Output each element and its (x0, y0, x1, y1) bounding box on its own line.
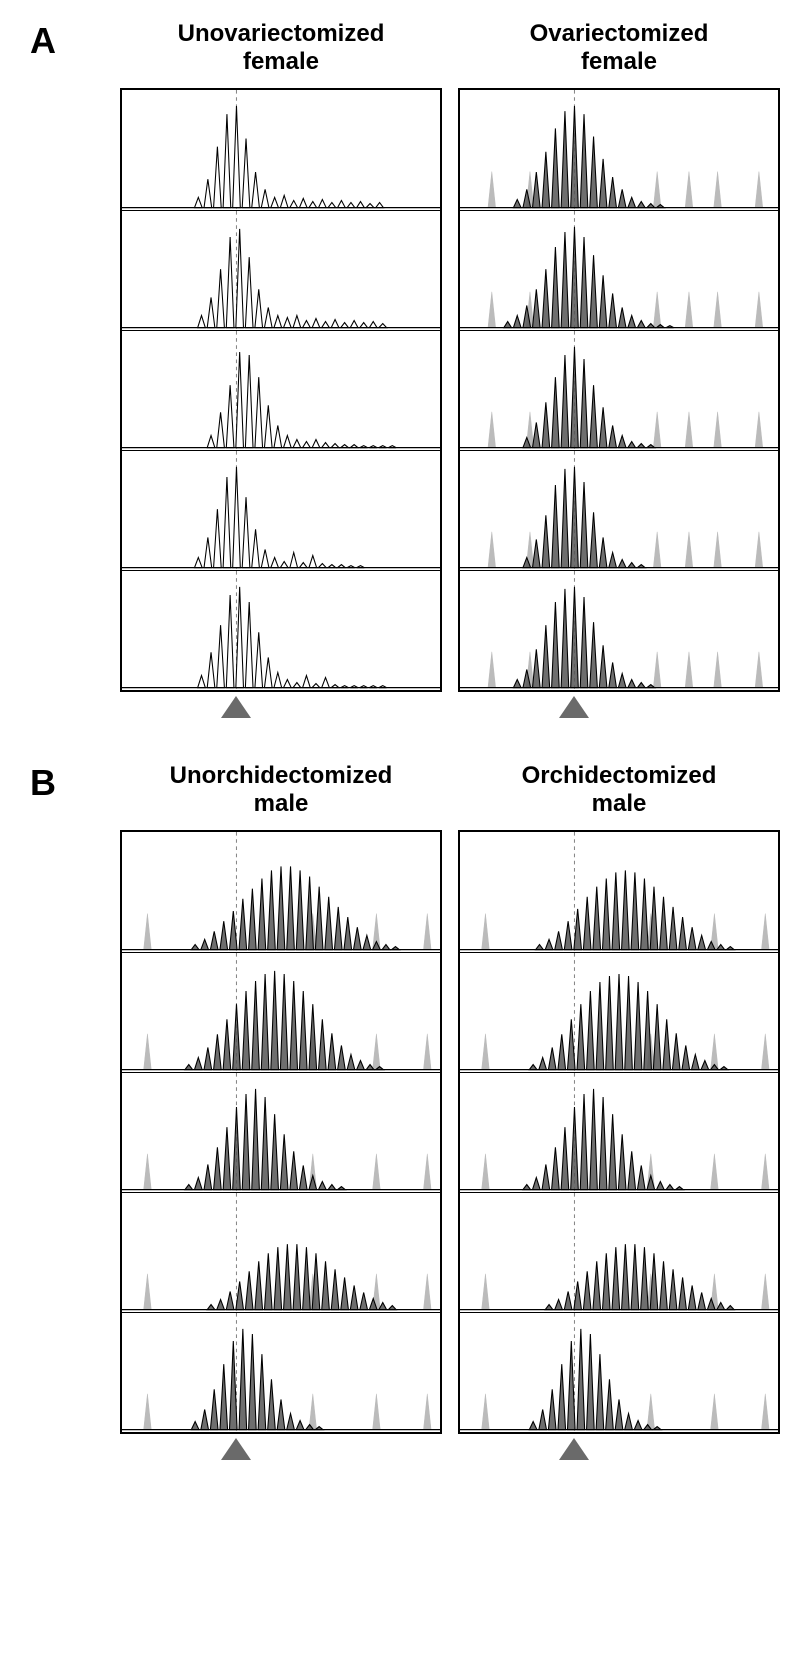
electropherogram-row (460, 450, 778, 570)
figure-panel-A: A Unovariectomizedfemale tailbrainkidneyli… (20, 20, 780, 722)
arrow-row (120, 1438, 780, 1464)
marker-arrow-icon (221, 1438, 251, 1460)
electropherogram-svg (460, 832, 778, 952)
arrow-cell (458, 696, 780, 722)
electropherogram-row: brain (122, 952, 440, 1072)
electropherogram-row (460, 570, 778, 690)
electropherogram-svg (460, 1313, 778, 1432)
electropherogram-row: heart (122, 1312, 440, 1432)
electropherogram-svg (460, 571, 778, 690)
figure-panel-B: B Unorchidectomizedmale tailbrainkidneyliv… (20, 762, 780, 1464)
column-title: Orchidectomizedmale (458, 762, 780, 822)
electropherogram-svg (122, 1073, 440, 1192)
electropherogram-row (460, 1072, 778, 1192)
electropherogram-row: tail (122, 90, 440, 210)
electropherogram-svg (460, 451, 778, 570)
electropherogram-svg (460, 1193, 778, 1312)
electropherogram-row (460, 210, 778, 330)
electropherogram-row: liver (122, 450, 440, 570)
arrow-cell (120, 1438, 442, 1464)
electropherogram-svg (460, 1073, 778, 1192)
plot-box (458, 830, 780, 1434)
column: Unovariectomizedfemale tailbrainkidneyliv… (120, 20, 442, 692)
arrow-cell (120, 696, 442, 722)
electropherogram-svg (122, 211, 440, 330)
electropherogram-row (460, 952, 778, 1072)
electropherogram-svg (122, 832, 440, 952)
electropherogram-row (460, 1192, 778, 1312)
columns-wrapper: Unovariectomizedfemale tailbrainkidneyliv… (120, 20, 780, 692)
electropherogram-row: brain (122, 210, 440, 330)
marker-arrow-icon (559, 696, 589, 718)
column-title: Unorchidectomizedmale (120, 762, 442, 822)
marker-arrow-icon (559, 1438, 589, 1460)
panel-letter: B (30, 762, 56, 804)
electropherogram-svg (122, 953, 440, 1072)
electropherogram-row: kidney (122, 1072, 440, 1192)
plot-box: tailbrainkidneyliverheart (120, 830, 442, 1434)
column: Orchidectomizedmale (458, 762, 780, 1434)
plot-box: tailbrainkidneyliverheart (120, 88, 442, 692)
marker-arrow-icon (221, 696, 251, 718)
electropherogram-svg (460, 331, 778, 450)
plot-box (458, 88, 780, 692)
electropherogram-row: liver (122, 1192, 440, 1312)
panel-letter: A (30, 20, 56, 62)
electropherogram-row (460, 330, 778, 450)
column-title: Ovariectomizedfemale (458, 20, 780, 80)
electropherogram-row: tail (122, 832, 440, 952)
electropherogram-row (460, 1312, 778, 1432)
electropherogram-svg (460, 953, 778, 1072)
electropherogram-svg (122, 571, 440, 690)
electropherogram-row: heart (122, 570, 440, 690)
electropherogram-row (460, 832, 778, 952)
column-title: Unovariectomizedfemale (120, 20, 442, 80)
electropherogram-svg (460, 211, 778, 330)
electropherogram-row (460, 90, 778, 210)
electropherogram-svg (122, 1193, 440, 1312)
electropherogram-row: kidney (122, 330, 440, 450)
column: Unorchidectomizedmale tailbrainkidneylive… (120, 762, 442, 1434)
electropherogram-svg (122, 1313, 440, 1432)
arrow-cell (458, 1438, 780, 1464)
electropherogram-svg (122, 451, 440, 570)
electropherogram-svg (122, 331, 440, 450)
electropherogram-svg (460, 90, 778, 210)
column: Ovariectomizedfemale (458, 20, 780, 692)
columns-wrapper: Unorchidectomizedmale tailbrainkidneylive… (120, 762, 780, 1434)
arrow-row (120, 696, 780, 722)
electropherogram-svg (122, 90, 440, 210)
